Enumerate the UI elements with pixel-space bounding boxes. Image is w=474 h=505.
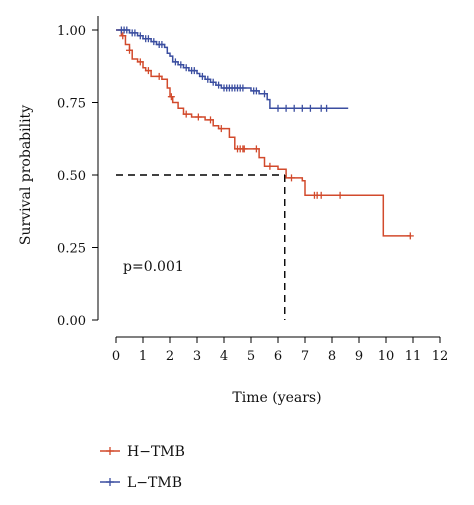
x-tick-label: 10 [378, 349, 395, 364]
x-tick-label: 3 [193, 349, 201, 364]
x-tick-label: 4 [220, 349, 228, 364]
y-tick-label: 0.25 [57, 242, 86, 257]
censor-mark [291, 105, 298, 112]
censor-mark [195, 114, 202, 121]
plot-area [116, 27, 414, 321]
y-axis-title: Survival probability [18, 105, 34, 245]
y-tick-label: 1.00 [57, 24, 86, 39]
legend-label: H−TMB [127, 444, 185, 460]
x-tick-label: 2 [166, 349, 174, 364]
censor-mark [168, 93, 175, 100]
p-value-annotation: p=0.001 [123, 259, 184, 275]
x-tick-label: 5 [247, 349, 255, 364]
x-tick-label: 12 [432, 349, 449, 364]
censor-mark [323, 105, 330, 112]
censor-mark [275, 105, 282, 112]
legend-label: L−TMB [127, 475, 182, 491]
x-tick-label: 1 [139, 349, 147, 364]
censor-mark [283, 105, 290, 112]
x-axis-title: Time (years) [232, 390, 321, 406]
y-tick-label: 0.75 [57, 97, 86, 112]
x-tick-label: 11 [405, 349, 422, 364]
censor-mark [318, 192, 325, 199]
y-tick-label: 0.00 [57, 314, 86, 329]
x-tick-label: 7 [301, 349, 309, 364]
series-line-h-tmb [116, 30, 410, 236]
x-tick-label: 0 [112, 349, 120, 364]
legend-item-l-tmb: L−TMB [100, 475, 182, 491]
legend: H−TMB L−TMB [100, 444, 185, 491]
censor-mark [407, 232, 414, 239]
axes: 0.000.250.500.751.000 1 2 3 4 5 6 7 8 9 10 11 12 [57, 16, 448, 364]
legend-item-h-tmb: H−TMB [100, 444, 185, 460]
censor-mark [307, 105, 314, 112]
x-tick-label: 8 [328, 349, 336, 364]
y-tick-label: 0.50 [57, 169, 86, 184]
censor-mark [299, 105, 306, 112]
x-tick-label: 9 [355, 349, 363, 364]
censor-mark [241, 145, 248, 152]
x-tick-label: 6 [274, 349, 282, 364]
censor-mark [288, 174, 295, 181]
censor-mark [266, 163, 273, 170]
censor-mark [337, 192, 344, 199]
